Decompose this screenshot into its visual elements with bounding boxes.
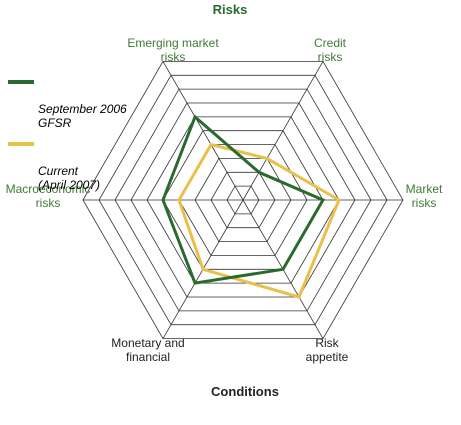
chart-title-risks: Risks xyxy=(212,2,248,17)
axis-label-macroeconomic-risks: Macroeconomic risks xyxy=(5,182,91,210)
axis-label-risk-appetite: Risk appetite xyxy=(305,336,349,364)
axis-label-credit-risks: Credit risks xyxy=(313,36,346,64)
series-line-september-2006 xyxy=(161,114,326,285)
legend-label-september-2006: September 2006 GFSR xyxy=(38,102,127,130)
chart-title-conditions: Conditions xyxy=(211,384,279,399)
series-line-current-april-2007 xyxy=(177,142,341,299)
legend-label-current-april-2007: Current (April 2007) xyxy=(38,164,101,192)
legend-swatch-september-2006 xyxy=(8,80,34,84)
axis-label-monetary-and-financial: Monetary and financial xyxy=(111,336,185,364)
legend: September 2006 GFSR Current (April 2007) xyxy=(6,74,127,198)
legend-item-september-2006: September 2006 GFSR xyxy=(6,74,127,130)
axis-label-market-risks: Market risks xyxy=(405,182,443,210)
legend-item-current-april-2007: Current (April 2007) xyxy=(6,136,127,192)
legend-swatch-current-april-2007 xyxy=(8,142,34,146)
grid-spoke-1 xyxy=(162,61,244,201)
grid-spoke-2 xyxy=(242,61,324,201)
axis-label-emerging-market-risks: Emerging market risks xyxy=(127,36,219,64)
